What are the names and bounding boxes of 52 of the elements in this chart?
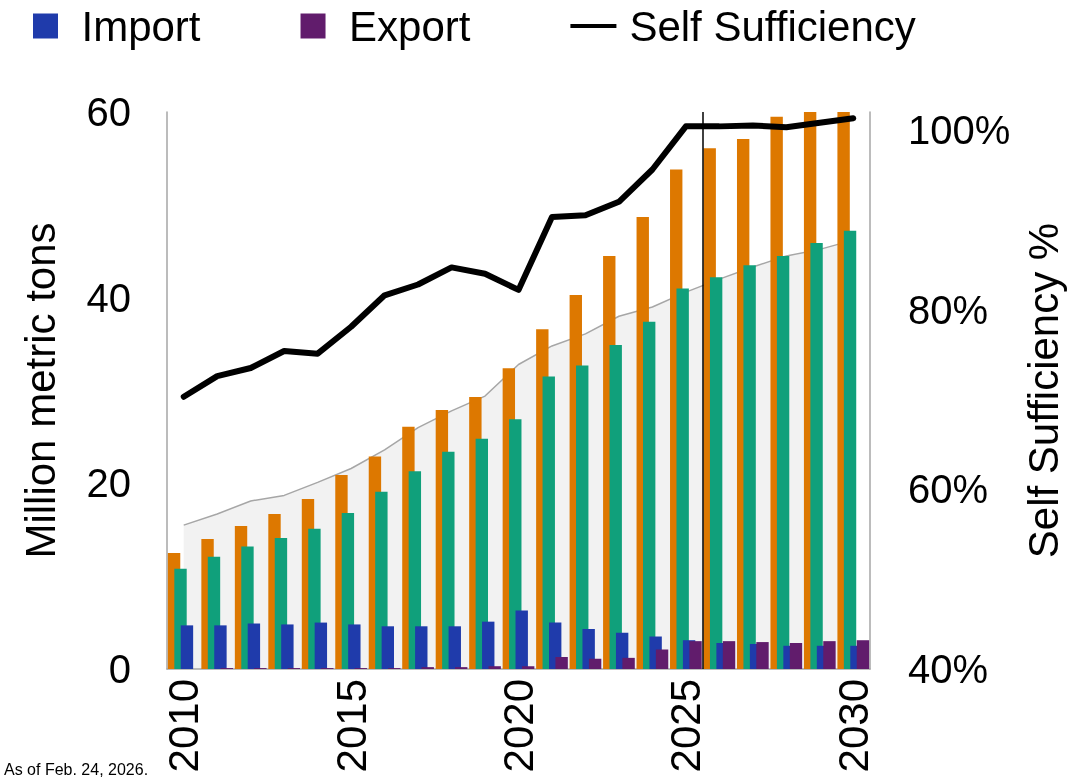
text: As of Feb. 24, 2026.	[4, 760, 149, 778]
bar	[642, 321, 656, 669]
bar	[448, 626, 461, 669]
y-tick-label: 0	[108, 647, 131, 691]
x-tick-label: 2020	[495, 679, 542, 773]
bar	[609, 345, 622, 669]
bar	[515, 610, 528, 669]
bar	[381, 626, 395, 669]
bar	[588, 658, 602, 669]
y2-tick-label: 60%	[908, 467, 989, 512]
bar	[743, 265, 756, 669]
y-axis-title: Million metric tons	[16, 222, 64, 559]
x-tick-label: 2015	[327, 679, 375, 773]
bar	[555, 656, 568, 669]
y2-tick-label: 100%	[908, 107, 1011, 152]
bar	[281, 624, 294, 669]
y-tick-label: 60	[86, 90, 131, 134]
legend-label: Import	[81, 2, 201, 50]
bar	[722, 641, 736, 669]
bar	[521, 666, 535, 669]
bar	[655, 649, 669, 669]
bar	[856, 640, 870, 669]
bar	[488, 666, 501, 669]
y-tick-label: 20	[86, 461, 131, 506]
bar	[756, 642, 769, 669]
bar	[482, 621, 495, 669]
bar	[810, 242, 823, 669]
bar	[676, 288, 689, 669]
x-tick-label: 2025	[662, 679, 710, 773]
legend-label: Self Sufficiency	[629, 2, 916, 50]
bar	[442, 451, 455, 669]
bar	[180, 625, 194, 669]
bar	[247, 623, 261, 669]
y-tick-label: 40	[86, 275, 131, 320]
bar	[415, 626, 428, 669]
y2-tick-label: 80%	[908, 287, 989, 332]
bar	[689, 641, 702, 669]
bar	[789, 643, 803, 669]
bar	[843, 230, 857, 669]
y2-axis-title: Self Sufficiency %	[1019, 222, 1067, 559]
x-tick-label: 2010	[160, 679, 208, 773]
bar	[576, 365, 589, 669]
bar	[709, 277, 723, 669]
bar	[823, 641, 836, 669]
bar	[348, 624, 361, 669]
bar	[776, 255, 790, 669]
x-tick-label: 2030	[829, 679, 877, 773]
bar	[314, 622, 328, 669]
legend-label: Export	[349, 2, 471, 50]
bar	[622, 657, 635, 669]
bar	[214, 625, 227, 669]
y2-tick-label: 40%	[908, 647, 989, 691]
